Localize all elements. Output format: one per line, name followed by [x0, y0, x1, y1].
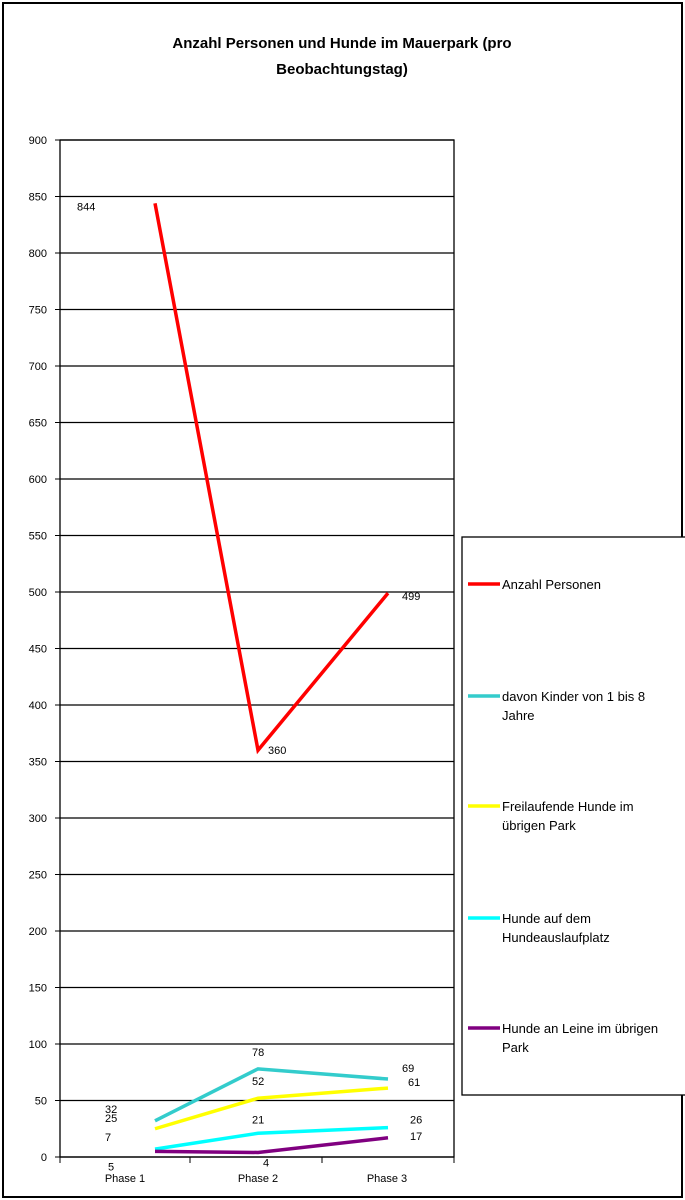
data-label: 61 [408, 1077, 420, 1089]
y-tick-label: 900 [29, 135, 47, 147]
x-tick-label: Phase 2 [238, 1173, 278, 1185]
legend-label: davon Kinder von 1 bis 8 [502, 689, 645, 704]
data-label: 4 [263, 1157, 269, 1169]
y-tick-label: 400 [29, 700, 47, 712]
legend-label: Park [502, 1040, 529, 1055]
y-tick-label: 150 [29, 983, 47, 995]
data-label: 26 [410, 1115, 422, 1127]
data-label: 844 [77, 201, 95, 213]
y-tick-label: 450 [29, 644, 47, 656]
legend-box [461, 536, 685, 1096]
y-tick-label: 550 [29, 531, 47, 543]
data-label: 21 [252, 1114, 264, 1126]
data-label: 32 [105, 1104, 117, 1116]
y-tick-label: 500 [29, 587, 47, 599]
y-tick-label: 350 [29, 757, 47, 769]
legend-label: Freilaufende Hunde im [502, 799, 634, 814]
y-tick-label: 200 [29, 926, 47, 938]
chart-title-line: Beobachtungstag) [276, 61, 408, 78]
data-label: 499 [402, 591, 420, 603]
x-tick-label: Phase 3 [367, 1173, 407, 1185]
y-tick-label: 50 [35, 1096, 47, 1108]
series-line [154, 1067, 389, 1123]
data-label: 5 [108, 1161, 114, 1173]
legend-label: Jahre [502, 708, 535, 723]
y-tick-label: 750 [29, 305, 47, 317]
data-label: 7 [105, 1132, 111, 1144]
data-label: 17 [410, 1131, 422, 1143]
y-tick-label: 700 [29, 361, 47, 373]
y-tick-label: 250 [29, 870, 47, 882]
y-tick-label: 0 [41, 1152, 47, 1164]
series-line [154, 1086, 389, 1131]
legend-label: Hundeauslaufplatz [502, 930, 610, 945]
chart-title-line: Anzahl Personen und Hunde im Mauerpark (… [172, 35, 511, 52]
data-label: 360 [268, 745, 286, 757]
legend-label: Hunde auf dem [502, 911, 591, 926]
legend-label: übrigen Park [502, 818, 576, 833]
data-label: 69 [402, 1063, 414, 1075]
y-tick-label: 800 [29, 248, 47, 260]
y-tick-label: 100 [29, 1039, 47, 1051]
data-label: 25 [105, 1113, 117, 1125]
x-tick-label: Phase 1 [105, 1173, 145, 1185]
data-label: 78 [252, 1047, 264, 1059]
series-line [153, 202, 390, 755]
y-tick-label: 650 [29, 418, 47, 430]
y-tick-label: 300 [29, 813, 47, 825]
series-line [154, 1125, 389, 1151]
y-tick-label: 850 [29, 192, 47, 204]
data-label: 52 [252, 1076, 264, 1088]
plot-area-border [59, 139, 455, 1158]
series-line [154, 1136, 389, 1155]
legend-label: Anzahl Personen [502, 577, 601, 592]
legend-label: Hunde an Leine im übrigen [502, 1021, 658, 1036]
y-tick-label: 600 [29, 474, 47, 486]
